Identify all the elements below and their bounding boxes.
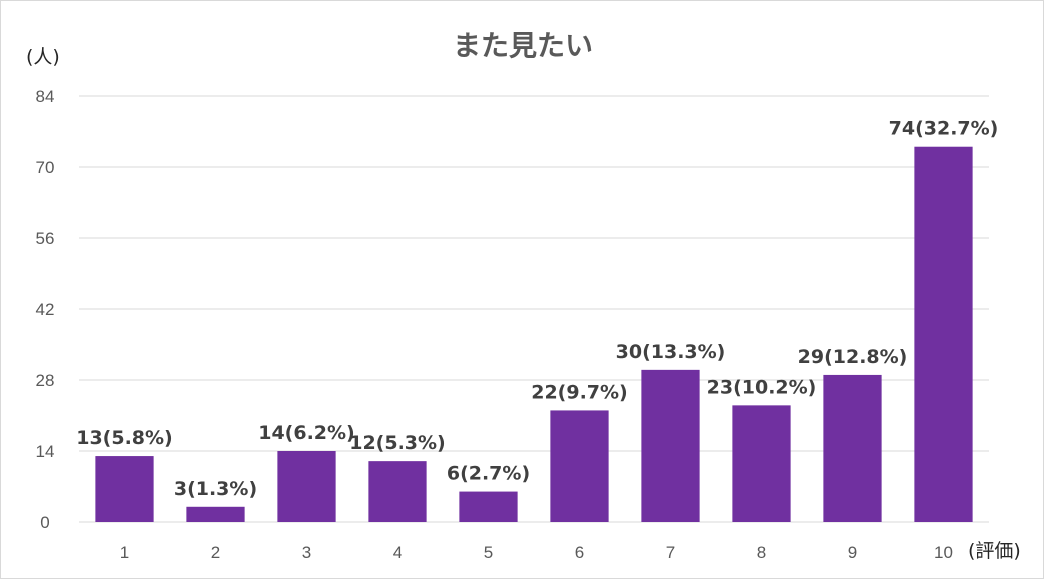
bar-rating-3 (277, 451, 336, 522)
data-label: 74(32.7%) (889, 118, 999, 140)
x-tick-label: 1 (120, 543, 129, 562)
data-label: 13(5.8%) (76, 427, 173, 449)
x-tick-label: 3 (302, 543, 311, 562)
bar-rating-5 (459, 491, 518, 522)
y-tick-label: 42 (36, 300, 55, 319)
x-tick-label: 7 (666, 543, 675, 562)
x-tick-label: 9 (848, 543, 857, 562)
gridlines (79, 95, 989, 523)
bars (95, 146, 973, 522)
data-label: 30(13.3%) (616, 341, 726, 363)
x-tick-label: 10 (934, 543, 953, 562)
y-tick-label: 56 (36, 229, 55, 248)
bar-rating-9 (823, 374, 882, 522)
bar-rating-4 (368, 461, 427, 522)
bar-rating-2 (186, 506, 245, 522)
data-label: 3(1.3%) (174, 478, 257, 500)
data-label: 6(2.7%) (447, 463, 530, 485)
x-tick-label: 2 (211, 543, 220, 562)
bar-rating-1 (95, 456, 154, 522)
bar-rating-6 (550, 410, 609, 522)
y-tick-label: 0 (40, 513, 49, 532)
data-label: 12(5.3%) (349, 432, 446, 454)
x-axis-ticks: 1 2 3 4 5 6 7 8 9 10 (120, 543, 953, 562)
data-label: 23(10.2%) (707, 376, 817, 398)
y-tick-label: 14 (36, 442, 55, 461)
data-label: 29(12.8%) (798, 346, 908, 368)
x-tick-label: 6 (575, 543, 584, 562)
chart-title: また見たい (453, 29, 593, 62)
data-labels: 13(5.8%) 3(1.3%) 14(6.2%)12(5.3%)6(2.7%) 22… (76, 118, 998, 500)
x-tick-label: 4 (393, 543, 402, 562)
bar-rating-8 (732, 405, 791, 522)
x-tick-label: 5 (484, 543, 493, 562)
data-label: 14(6.2%) (258, 422, 355, 444)
bar-rating-10 (914, 146, 973, 522)
x-axis-unit-label: (評価) (968, 540, 1021, 562)
y-tick-label: 28 (36, 371, 55, 390)
y-tick-label: 84 (36, 87, 55, 106)
bar-rating-7 (641, 369, 700, 522)
y-tick-label: 70 (36, 158, 55, 177)
y-axis-unit-label: (人) (26, 46, 60, 68)
data-label: 22(9.7%) (531, 381, 628, 403)
y-axis-ticks: 0 14 28 42 56 70 84 (36, 87, 55, 532)
x-tick-label: 8 (757, 543, 766, 562)
